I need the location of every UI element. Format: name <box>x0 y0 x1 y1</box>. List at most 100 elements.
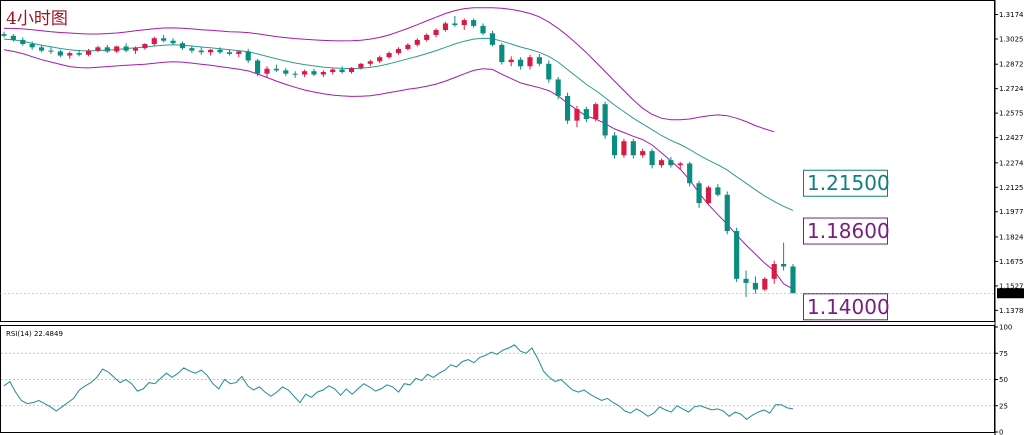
candle <box>536 53 542 67</box>
candle <box>508 56 514 67</box>
candle-body <box>630 141 636 156</box>
candle <box>546 60 552 83</box>
candle <box>255 58 261 77</box>
main-panel-frame <box>0 0 995 322</box>
candle-body <box>574 109 580 121</box>
price-tick-label: 1.21255 <box>999 184 1024 192</box>
candle <box>414 38 420 47</box>
candle-body <box>292 73 298 75</box>
candle-body <box>395 48 402 54</box>
candle-body <box>114 46 120 52</box>
candle <box>123 43 129 53</box>
candle-body <box>480 25 486 34</box>
candle <box>339 66 345 74</box>
candle-body <box>48 50 54 52</box>
candle-body <box>743 278 749 283</box>
candle <box>583 106 589 123</box>
candle <box>67 51 73 59</box>
candle <box>320 70 326 77</box>
candle <box>630 138 636 159</box>
candle-body <box>527 57 533 67</box>
candle-body <box>705 187 712 204</box>
bollinger-lower-band <box>3 49 794 290</box>
candle <box>264 66 270 78</box>
candle-body <box>611 135 618 156</box>
candle <box>658 158 665 168</box>
candle-body <box>264 68 270 74</box>
price-level-label: 1.18600 <box>807 219 890 243</box>
rsi-tick-label: 100 <box>999 324 1012 332</box>
candle <box>226 49 233 56</box>
candle <box>95 45 101 53</box>
candle-body <box>236 51 242 54</box>
candle-body <box>255 60 261 74</box>
candle <box>273 64 279 73</box>
candle <box>348 67 355 74</box>
price-tick-label: 1.18240 <box>999 233 1024 241</box>
candle-body <box>583 109 589 119</box>
candle <box>377 55 383 63</box>
candle <box>705 185 712 205</box>
main-price-axis: 1.31740 1.30255 1.28725 1.27240 1.25755 1.242… <box>995 11 1024 315</box>
candle-body <box>10 35 16 40</box>
candle <box>10 34 16 42</box>
candle <box>734 227 740 283</box>
candle-body <box>405 44 411 49</box>
candle <box>480 23 486 35</box>
candle-body <box>536 57 542 64</box>
candle <box>640 148 646 158</box>
candle-body <box>377 57 383 62</box>
candle-body <box>170 40 176 44</box>
price-level-frame <box>803 217 888 245</box>
candle <box>367 59 373 67</box>
candle-body <box>386 53 392 58</box>
rsi-panel-frame <box>0 325 995 433</box>
candle <box>386 51 392 59</box>
candle-body <box>771 263 777 279</box>
candle <box>677 161 683 171</box>
candle <box>236 50 242 58</box>
candle-body <box>123 46 129 51</box>
candle-body <box>179 43 186 49</box>
candle-body <box>189 48 195 51</box>
candle <box>461 18 467 31</box>
price-tick-label: 1.16755 <box>999 258 1024 266</box>
rsi-tick-label: 75 <box>999 350 1008 358</box>
candle-body <box>555 79 561 96</box>
rsi-axis: 100 75 50 25 0 <box>995 324 1012 435</box>
rsi-title: RSI(14) 22.4849 <box>6 330 63 338</box>
candle <box>471 18 477 28</box>
candle <box>1 31 7 38</box>
candle-body <box>226 52 233 54</box>
candle-body <box>724 194 730 232</box>
candle <box>301 69 308 77</box>
price-tick-label: 1.27240 <box>999 85 1024 93</box>
candle-body <box>132 48 139 51</box>
candle-body <box>217 49 223 53</box>
price-level-frame <box>803 293 888 321</box>
candle <box>743 270 749 297</box>
candle-body <box>649 151 655 166</box>
candle <box>142 43 148 50</box>
candle <box>790 263 796 294</box>
candle-body <box>621 141 627 156</box>
candle-body <box>367 61 373 64</box>
candle-body <box>38 47 45 51</box>
candle-body <box>67 53 73 56</box>
candle <box>395 47 402 55</box>
candle-body <box>433 30 439 35</box>
candle-body <box>593 104 599 119</box>
candle <box>114 45 120 54</box>
price-tick-label: 1.24270 <box>999 134 1024 142</box>
candle <box>198 47 204 55</box>
candle-body <box>301 71 308 75</box>
candle-body <box>602 104 608 136</box>
candle <box>433 28 439 38</box>
candle <box>57 49 63 58</box>
candle <box>781 242 787 271</box>
candle <box>611 132 618 159</box>
